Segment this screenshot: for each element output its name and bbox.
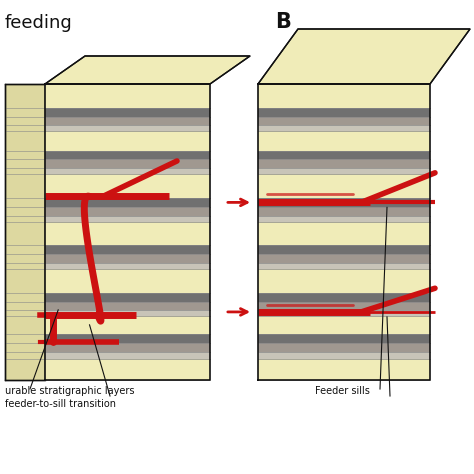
Bar bbox=[45, 84, 210, 108]
Bar bbox=[258, 84, 430, 108]
Bar bbox=[45, 343, 210, 352]
Bar bbox=[258, 269, 430, 292]
Bar bbox=[258, 151, 430, 159]
Bar bbox=[45, 151, 210, 159]
Bar bbox=[45, 222, 210, 246]
Bar bbox=[45, 168, 210, 174]
Bar bbox=[45, 310, 210, 316]
Bar bbox=[45, 301, 210, 310]
Bar bbox=[258, 198, 430, 207]
Bar bbox=[258, 343, 430, 352]
Bar bbox=[258, 174, 430, 198]
Bar bbox=[258, 222, 430, 246]
Bar bbox=[258, 316, 430, 334]
Bar bbox=[45, 334, 210, 343]
Bar bbox=[45, 117, 210, 126]
Bar bbox=[258, 216, 430, 222]
Bar bbox=[258, 359, 430, 380]
Polygon shape bbox=[258, 29, 470, 84]
Bar bbox=[45, 263, 210, 269]
Bar bbox=[258, 301, 430, 310]
Bar bbox=[258, 131, 430, 151]
Bar bbox=[258, 263, 430, 269]
Polygon shape bbox=[5, 84, 45, 380]
Bar bbox=[258, 168, 430, 174]
Bar bbox=[45, 246, 210, 254]
Bar bbox=[45, 126, 210, 131]
Bar bbox=[45, 352, 210, 359]
Text: Feeder sills: Feeder sills bbox=[315, 386, 370, 396]
Bar bbox=[45, 198, 210, 207]
Bar bbox=[258, 292, 430, 301]
Bar bbox=[45, 174, 210, 198]
Bar bbox=[258, 334, 430, 343]
Bar bbox=[45, 159, 210, 168]
Bar bbox=[45, 359, 210, 380]
Polygon shape bbox=[45, 56, 250, 84]
Bar bbox=[258, 352, 430, 359]
Bar bbox=[258, 108, 430, 117]
Bar bbox=[45, 269, 210, 292]
Text: urable stratigraphic layers: urable stratigraphic layers bbox=[5, 386, 135, 396]
Text: feeder-to-sill transition: feeder-to-sill transition bbox=[5, 399, 116, 409]
Bar bbox=[258, 310, 430, 316]
Bar bbox=[45, 292, 210, 301]
Bar bbox=[45, 108, 210, 117]
Bar bbox=[45, 207, 210, 216]
Bar bbox=[258, 126, 430, 131]
Bar bbox=[45, 316, 210, 334]
Bar bbox=[258, 117, 430, 126]
Bar bbox=[45, 254, 210, 263]
Bar bbox=[258, 254, 430, 263]
Bar bbox=[45, 131, 210, 151]
Text: B: B bbox=[275, 12, 291, 32]
Bar bbox=[258, 207, 430, 216]
Bar bbox=[45, 216, 210, 222]
Bar bbox=[258, 246, 430, 254]
Text: feeding: feeding bbox=[5, 14, 73, 32]
Bar bbox=[258, 159, 430, 168]
